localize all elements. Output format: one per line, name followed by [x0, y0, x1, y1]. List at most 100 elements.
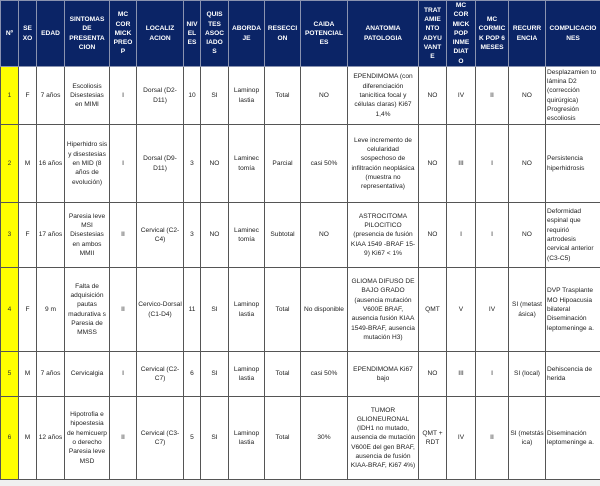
cell-sex: F [18, 66, 37, 126]
cell-approach: Laminec tomía [228, 124, 265, 204]
cell-number: 2 [0, 124, 19, 204]
cell-mccormick-preop: I [109, 124, 137, 204]
cell-mccormick-postop-immediate: III [446, 124, 476, 204]
cell-resection: Subtotal [264, 202, 301, 269]
cell-levels: 10 [183, 66, 201, 126]
cell-symptoms: Cervicalgia [64, 351, 110, 398]
header-location: LOCALIZ ACION [136, 0, 184, 68]
cell-symptoms: Paresia leve MSI Disestesias en ambos MM… [64, 202, 110, 269]
cell-cysts: SI [200, 396, 229, 481]
table-row: 3 F 17 años Paresia leve MSI Disestesias en… [0, 202, 600, 269]
cell-mccormick-preop: II [109, 396, 137, 481]
header-potential-drop: CAIDA POTENCIAL ES [300, 0, 348, 68]
cell-cysts: SI [200, 351, 229, 398]
cell-levels: 11 [183, 267, 201, 353]
cell-adjuvant-treatment: NO [418, 351, 447, 398]
cell-mccormick-preop: II [109, 202, 137, 269]
cell-adjuvant-treatment: NO [418, 66, 447, 126]
cell-mccormick-postop-6m: IV [475, 267, 509, 353]
cell-recurrence: NO [508, 202, 546, 269]
cell-approach: Laminop lastia [228, 267, 265, 353]
cell-complications: Persistencia hiperhidrosis [545, 124, 600, 204]
header-recurrence: RECURR ENCIA [508, 0, 546, 68]
cell-approach: Laminop lastia [228, 396, 265, 481]
cell-location: Cervico-Dorsal (C1-D4) [136, 267, 184, 353]
cell-location: Cervical (C2-C7) [136, 351, 184, 398]
cell-age: 12 años [36, 396, 65, 481]
cell-mccormick-postop-immediate: V [446, 267, 476, 353]
cell-age: 16 años [36, 124, 65, 204]
cell-adjuvant-treatment: QMT + RDT [418, 396, 447, 481]
cell-resection: Total [264, 66, 301, 126]
cell-mccormick-postop-6m: II [475, 66, 509, 126]
cell-adjuvant-treatment: NO [418, 202, 447, 269]
cell-pathology: EPENDIMOMA (con diferenciación tanicític… [347, 66, 419, 126]
cell-mccormick-postop-immediate: III [446, 351, 476, 398]
cell-symptoms: Hiperhidro sis y disestesias en MID (8 a… [64, 124, 110, 204]
cell-complications: Deformidad espinal que requirió artrodes… [545, 202, 600, 269]
cell-pathology: EPENDIMOMA Ki67 bajo [347, 351, 419, 398]
cell-mccormick-preop: II [109, 267, 137, 353]
header-age: EDAD [36, 0, 65, 68]
cell-location: Dorsal (D9-D11) [136, 124, 184, 204]
table-row: 6 M 12 años Hipotrofia e hipoestesia de hem… [0, 396, 600, 481]
cell-age: 7 años [36, 351, 65, 398]
cell-cysts: NO [200, 202, 229, 269]
cell-cysts: NO [200, 124, 229, 204]
cell-levels: 5 [183, 396, 201, 481]
cell-recurrence: SI (local) [508, 351, 546, 398]
table-row: 2 M 16 años Hiperhidro sis y disestesias en… [0, 124, 600, 204]
cell-location: Cervical (C2-C4) [136, 202, 184, 269]
header-number: Nº [0, 0, 19, 68]
cell-symptoms: Falta de adquisición pautas madurativa s… [64, 267, 110, 353]
cell-location: Dorsal (D2-D11) [136, 66, 184, 126]
cell-mccormick-postop-6m: I [475, 351, 509, 398]
cell-age: 9 m [36, 267, 65, 353]
cell-mccormick-postop-6m: I [475, 202, 509, 269]
cell-potential-drop: casi 50% [300, 351, 348, 398]
cell-potential-drop: No disponible [300, 267, 348, 353]
cell-potential-drop: NO [300, 202, 348, 269]
cell-symptoms: Escoliosis Disestesias en MIMI [64, 66, 110, 126]
header-resection: RESECCI ON [264, 0, 301, 68]
cell-number: 5 [0, 351, 19, 398]
header-mccormick-postop-immediate: MC COR MICK POP INME DIAT O [446, 0, 476, 68]
header-sex: SE XO [18, 0, 37, 68]
header-mccormick-preop: MC COR MICK PREO P [109, 0, 137, 68]
cell-levels: 3 [183, 202, 201, 269]
cell-location: Cervical (C3-C7) [136, 396, 184, 481]
cell-age: 17 años [36, 202, 65, 269]
cell-mccormick-postop-6m: I [475, 124, 509, 204]
cell-recurrence: SI (metstás ica) [508, 396, 546, 481]
cell-complications: Dehiscencia de herida [545, 351, 600, 398]
cell-number: 3 [0, 202, 19, 269]
cell-levels: 3 [183, 124, 201, 204]
cell-age: 7 años [36, 66, 65, 126]
cell-pathology: Leve incremento de celularidad sospechos… [347, 124, 419, 204]
cell-recurrence: SI (metast ásica) [508, 267, 546, 353]
cell-approach: Laminop lastia [228, 66, 265, 126]
cell-cysts: SI [200, 267, 229, 353]
header-levels: NIVEL ES [183, 0, 201, 68]
cell-resection: Total [264, 396, 301, 481]
cell-mccormick-preop: I [109, 66, 137, 126]
cell-resection: Total [264, 267, 301, 353]
cell-mccormick-postop-immediate: I [446, 202, 476, 269]
cell-cysts: SI [200, 66, 229, 126]
cell-potential-drop: 30% [300, 396, 348, 481]
cell-sex: M [18, 351, 37, 398]
cell-pathology: GLIOMA DIFUSO DE BAJO GRADO (ausencia mu… [347, 267, 419, 353]
cell-mccormick-postop-immediate: IV [446, 396, 476, 481]
cell-levels: 6 [183, 351, 201, 398]
cell-complications: Desplazamien to lámina D2 (corrección qu… [545, 66, 600, 126]
header-complications: COMPLICACIO NES [545, 0, 600, 68]
cell-resection: Parcial [264, 124, 301, 204]
cell-mccormick-postop-immediate: IV [446, 66, 476, 126]
cell-resection: Total [264, 351, 301, 398]
cell-number: 4 [0, 267, 19, 353]
table-header-row: Nº SE XO EDAD SINTOMAS DE PRESENTA CION MC C… [0, 0, 600, 68]
cell-approach: Laminec tomía [228, 202, 265, 269]
cell-sex: M [18, 396, 37, 481]
